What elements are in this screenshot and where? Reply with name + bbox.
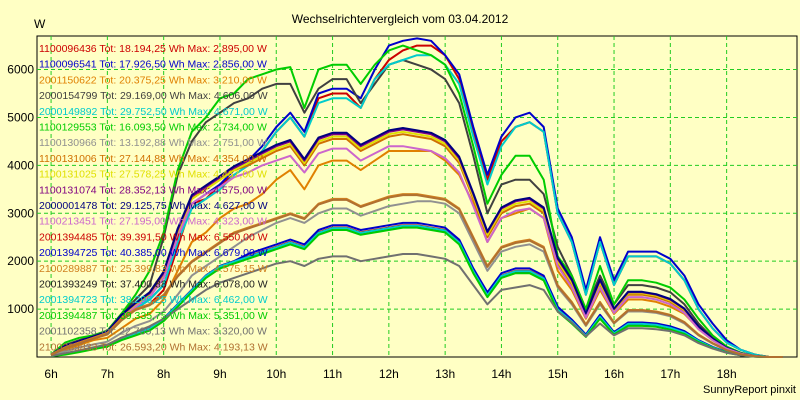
chart-title: Wechselrichtervergleich vom 03.04.2012 — [292, 12, 509, 26]
series-line — [50, 44, 783, 358]
footer-credit: SunnyReport pinxit — [703, 384, 796, 396]
y-axis-ticks: 1000 2000 3000 4000 5000 6000 — [7, 63, 34, 317]
grid-lines — [37, 36, 797, 357]
legend: 1100096436 Tot: 18.194,25 Wh Max: 2.895,… — [39, 43, 268, 353]
legend-entry: 2100289833 Tot: 26.593,20 Wh Max: 4.193,… — [39, 341, 268, 353]
series-line — [50, 194, 783, 358]
legend-entry: 1100096436 Tot: 18.194,25 Wh Max: 2.895,… — [39, 43, 267, 55]
legend-entry: 1100130966 Tot: 13.192,88 Wh Max: 2.751,… — [39, 137, 267, 149]
y-axis-unit-label: W — [34, 17, 46, 31]
y-tick-label: 1000 — [7, 302, 34, 316]
legend-entry: 2001394725 Tot: 40.385,00 Wh Max: 6.679,… — [39, 247, 268, 259]
x-tick-label: 12h — [379, 367, 399, 381]
legend-entry: 2000149892 Tot: 29.752,50 Wh Max: 4.671,… — [39, 106, 268, 118]
y-tick-label: 6000 — [7, 63, 34, 77]
legend-entry: 1100213451 Tot: 27.195,00 Wh Max: 4.323,… — [39, 216, 267, 228]
y-tick-label: 4000 — [7, 158, 34, 172]
legend-entry: 2001150622 Tot: 20.375,25 Wh Max: 3.210,… — [39, 74, 267, 86]
y-tick-label: 5000 — [7, 110, 34, 124]
legend-entry: 2001394485 Tot: 39.391,50 Wh Max: 6.550,… — [39, 231, 268, 243]
legend-entry: 1100131006 Tot: 27.144,88 Wh Max: 4.354,… — [39, 153, 267, 165]
legend-entry: 2000001478 Tot: 29.125,75 Wh Max: 4.627,… — [39, 200, 268, 212]
legend-entry: 1100131074 Tot: 28.352,13 Wh Max: 4.575,… — [39, 184, 267, 196]
series-line — [50, 145, 783, 358]
x-tick-label: 13h — [435, 367, 455, 381]
series-line — [50, 253, 783, 358]
y-tick-label: 3000 — [7, 206, 34, 220]
x-tick-label: 6h — [44, 367, 57, 381]
x-axis-ticks: 6h 7h 8h 9h 10h 11h 12h 13h 14h 15h 16h 17h 18h — [44, 367, 736, 381]
x-tick-label: 11h — [323, 367, 342, 381]
x-tick-label: 16h — [604, 367, 624, 381]
legend-entry: 2001102358 Tot: 22.785,13 Wh Max: 3.320,… — [39, 326, 267, 338]
legend-entry: 2000154799 Tot: 29.169,00 Wh Max: 4.606,… — [39, 90, 268, 102]
legend-entry: 1100096541 Tot: 17.926,50 Wh Max: 2.856,… — [39, 59, 267, 71]
series-line — [50, 59, 783, 358]
x-tick-label: 15h — [548, 367, 568, 381]
y-tick-label: 2000 — [7, 254, 34, 268]
series-line — [50, 54, 783, 358]
series-line — [50, 127, 783, 358]
x-tick-label: 17h — [660, 367, 680, 381]
x-tick-label: 8h — [157, 367, 170, 381]
legend-entry: 2100289887 Tot: 25.399,83 Wh Max: 4.575,… — [39, 263, 268, 275]
x-tick-label: 7h — [101, 367, 114, 381]
x-tick-label: 14h — [491, 367, 511, 381]
legend-entry: 1100129553 Tot: 16.093,50 Wh Max: 2.734,… — [39, 122, 267, 134]
legend-entry: 2001393249 Tot: 37.400,88 Wh Max: 6.078,… — [39, 279, 268, 291]
x-tick-label: 10h — [266, 367, 286, 381]
legend-entry: 2001394487 Tot: 39.335,75 Wh Max: 5.351,… — [39, 310, 268, 322]
x-tick-label: 18h — [717, 367, 737, 381]
legend-entry: 2001394723 Tot: 38.296,25 Wh Max: 6.462,… — [39, 294, 268, 306]
series-lines — [50, 37, 783, 358]
series-line — [50, 224, 783, 358]
x-tick-label: 9h — [213, 367, 226, 381]
legend-entry: 1100131025 Tot: 27.578,25 Wh Max: 4.467,… — [39, 169, 267, 181]
